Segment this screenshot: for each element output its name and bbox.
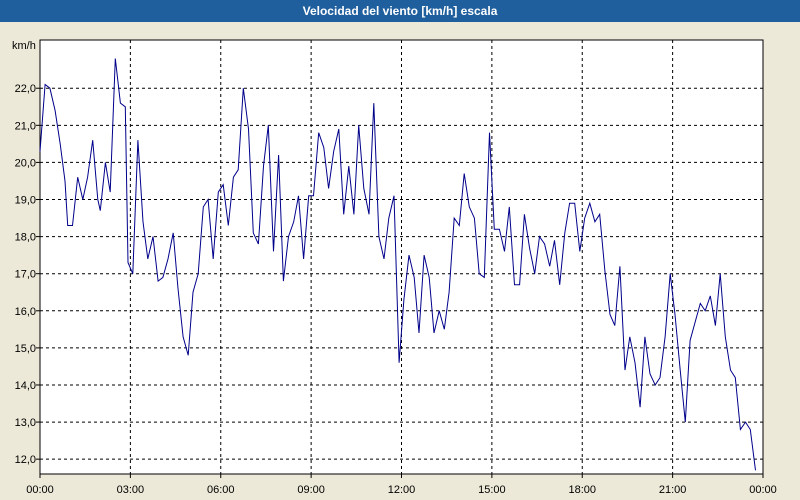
y-tick-label: 21,0 <box>15 120 36 132</box>
chart: 12,0 13,0 14,0 15,0 16,0 17,0 18,0 19,0 20,0 21,0… <box>12 39 777 496</box>
y-tick-label: 20,0 <box>15 157 36 169</box>
x-tick-time-label: 03:00 <box>117 484 145 496</box>
y-tick-label: 13,0 <box>15 417 36 429</box>
x-tick-time-label: 21:00 <box>659 484 687 496</box>
x-tick-time-label: 06:00 <box>207 484 235 496</box>
x-axis: 00:0015/04/2503:0015/04/2506:0015/04/250… <box>26 474 777 496</box>
y-tick-label: 18,0 <box>15 232 36 244</box>
x-tick-time-label: 00:00 <box>26 484 54 496</box>
x-tick-time-label: 09:00 <box>297 484 325 496</box>
x-tick-time-label: 00:00 <box>749 484 777 496</box>
y-axis-label: km/h <box>12 40 36 52</box>
series-line <box>39 58 756 471</box>
x-tick-time-label: 15:00 <box>478 484 506 496</box>
x-tick-time-label: 18:00 <box>568 484 596 496</box>
y-tick-label: 16,0 <box>15 306 36 318</box>
chart-title: Velocidad del viento [km/h] escala <box>0 0 800 22</box>
y-tick-label: 15,0 <box>15 343 36 355</box>
y-axis: 12,0 13,0 14,0 15,0 16,0 17,0 18,0 19,0 20,0 21,0… <box>15 83 40 466</box>
grid <box>40 40 763 474</box>
series-layer <box>39 58 756 471</box>
y-tick-label: 19,0 <box>15 195 36 207</box>
y-tick-label: 17,0 <box>15 269 36 281</box>
x-tick-time-label: 12:00 <box>388 484 416 496</box>
y-tick-label: 22,0 <box>15 83 36 95</box>
y-tick-label: 14,0 <box>15 380 36 392</box>
y-tick-label: 12,0 <box>15 454 36 466</box>
